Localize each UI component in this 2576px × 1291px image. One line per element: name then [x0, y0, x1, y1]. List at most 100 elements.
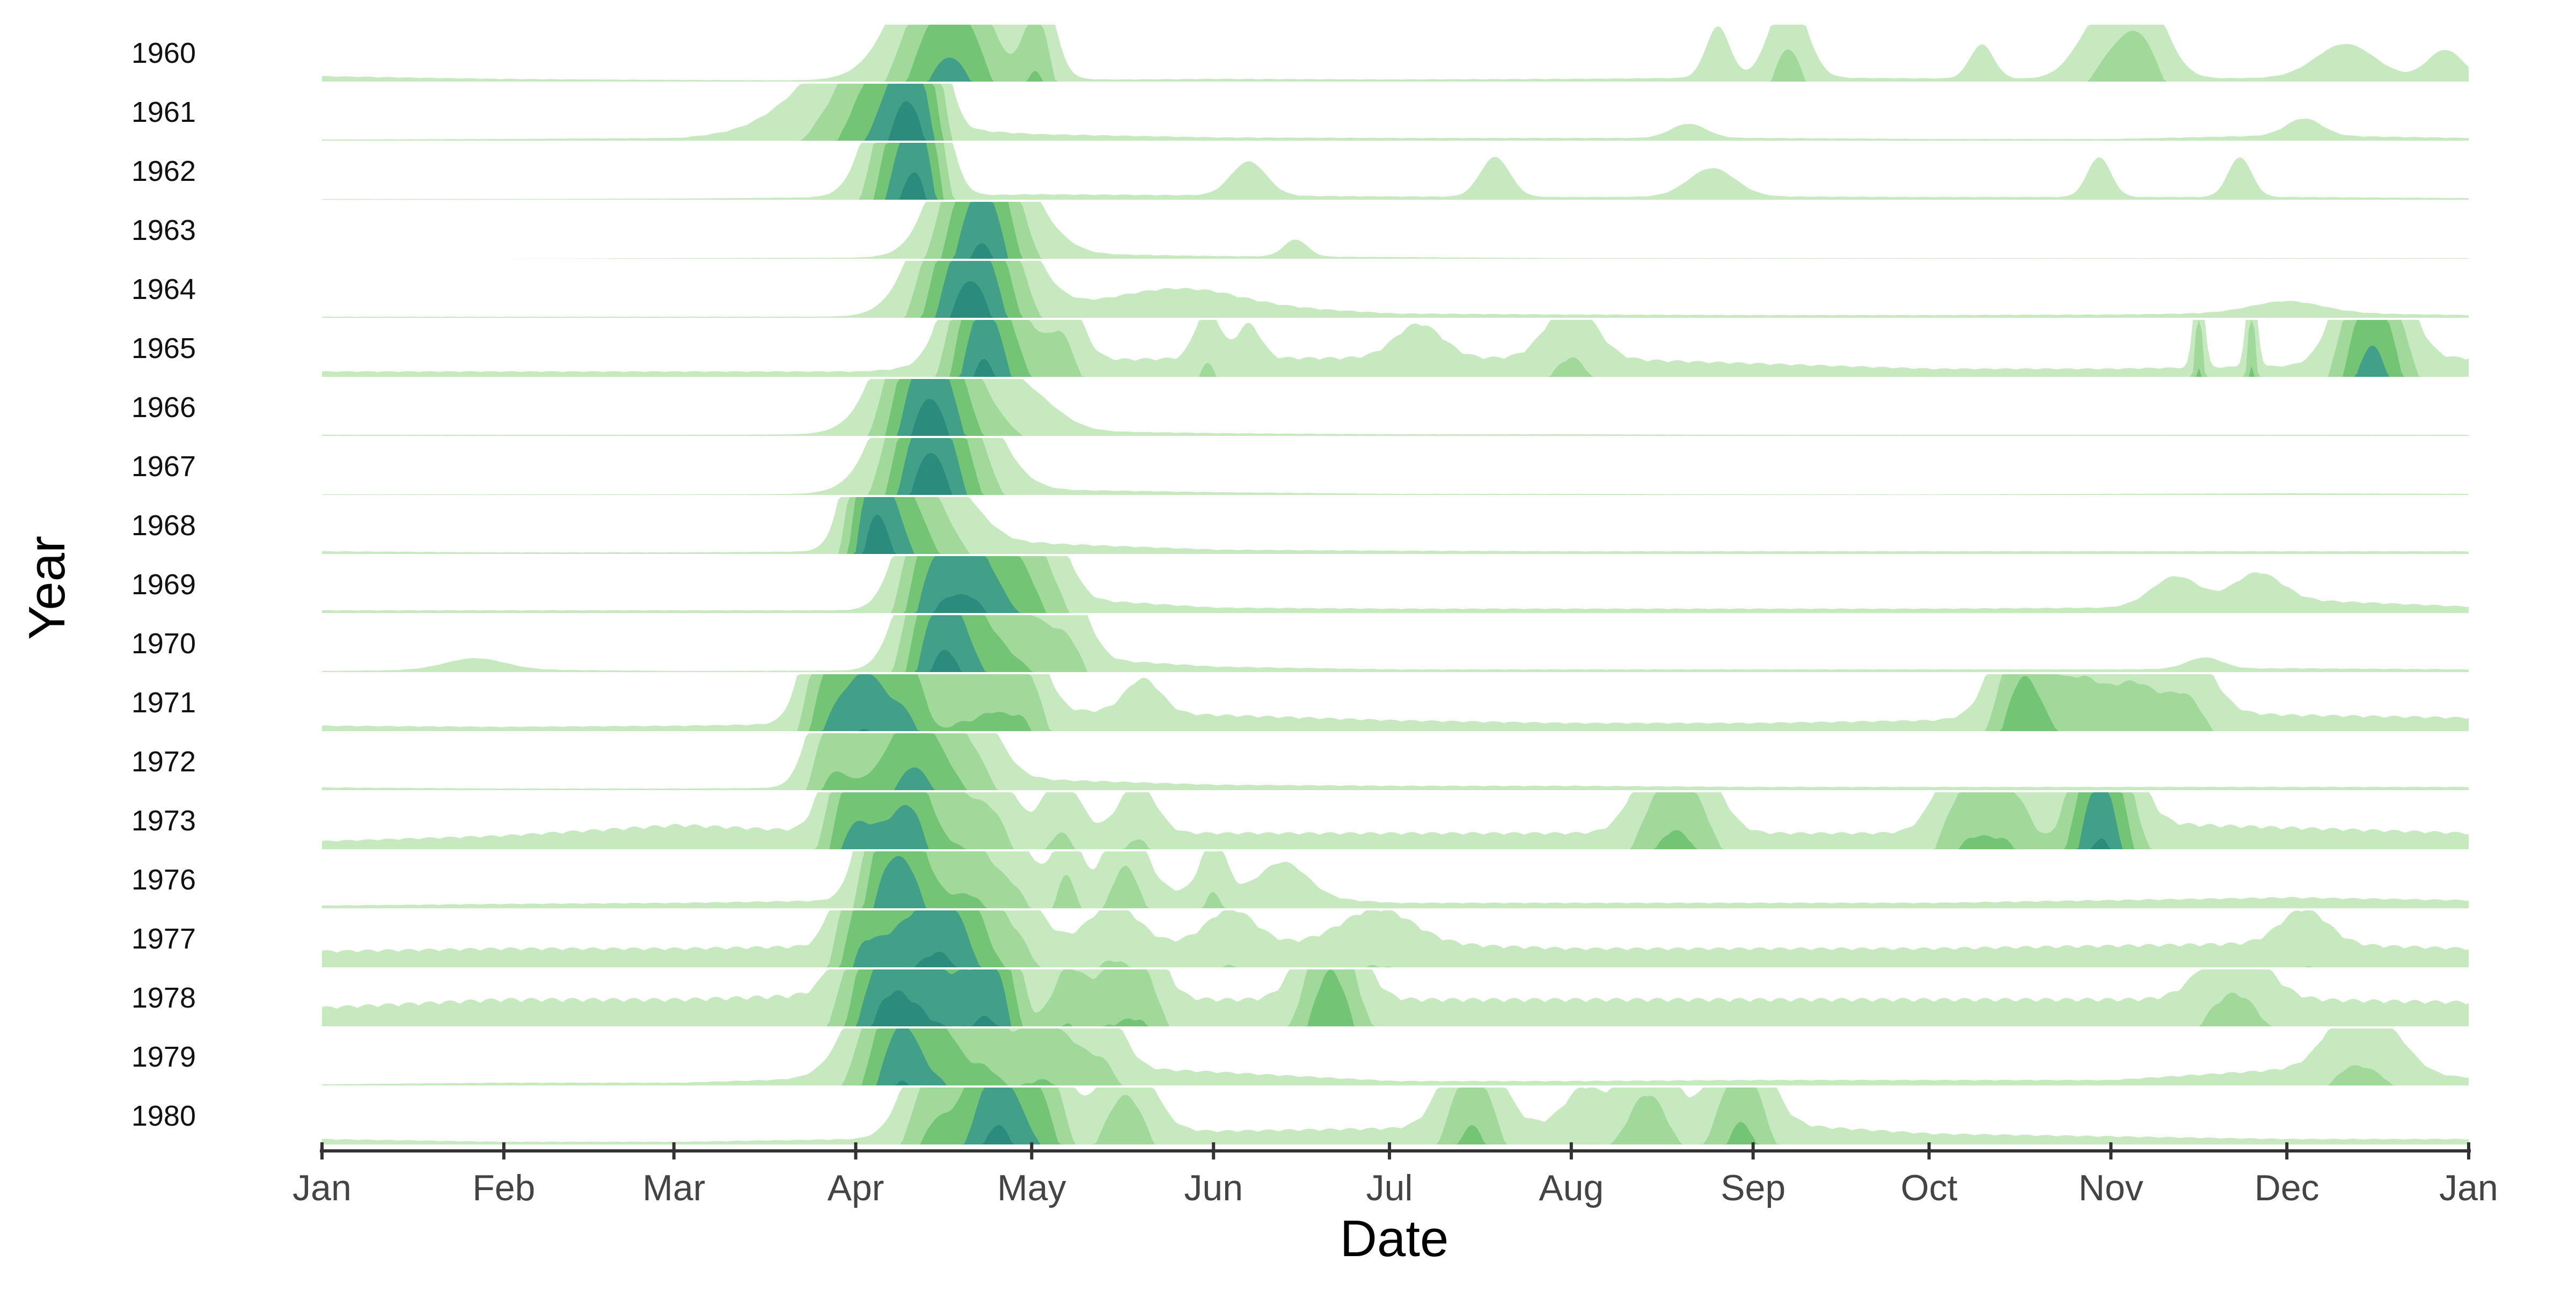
- horizon-band-1966-2: [322, 379, 2469, 436]
- horizon-band-1973-4: [322, 792, 2469, 849]
- x-tick-label: Jul: [1366, 1168, 1413, 1208]
- horizon-band-1961-2: [322, 84, 2469, 141]
- horizon-band-1979-3: [322, 1029, 2469, 1085]
- year-label: 1966: [131, 391, 196, 424]
- x-tick-label: Aug: [1539, 1168, 1604, 1208]
- horizon-band-1972-2: [322, 733, 2469, 790]
- horizon-band-1980-1: [322, 1088, 2469, 1144]
- x-axis-title: Date: [1340, 1210, 1449, 1267]
- horizon-row-1969: [322, 556, 2469, 613]
- horizon-band-1977-4: [322, 910, 2469, 967]
- horizon-row-1972: [322, 733, 2469, 790]
- horizon-row-1966: [322, 379, 2469, 436]
- year-label: 1980: [131, 1100, 196, 1132]
- year-label: 1979: [131, 1041, 196, 1073]
- horizon-band-1968-4: [322, 497, 2469, 554]
- horizon-band-1976-1: [322, 851, 2469, 908]
- horizon-row-1979: [322, 1029, 2469, 1085]
- horizon-band-1964-3: [322, 261, 2469, 318]
- horizon-band-1961-5: [322, 101, 2469, 141]
- x-tick-label: Apr: [828, 1168, 884, 1208]
- horizon-band-1970-1: [322, 615, 2469, 672]
- horizon-band-1967-2: [322, 438, 2469, 495]
- horizon-rows: [322, 25, 2469, 1144]
- year-label: 1968: [131, 509, 196, 542]
- horizon-row-1968: [322, 497, 2469, 554]
- horizon-row-1976: [322, 851, 2469, 908]
- horizon-band-1970-2: [322, 615, 2469, 672]
- horizon-band-1971-4: [322, 674, 2469, 731]
- horizon-band-1970-5: [322, 650, 2469, 672]
- year-label: 1978: [131, 982, 196, 1014]
- horizon-band-1966-5: [322, 398, 2469, 436]
- x-tick-label: Jan: [2439, 1168, 2498, 1208]
- x-tick-label: Oct: [1901, 1168, 1958, 1208]
- year-label: 1967: [131, 450, 196, 483]
- horizon-row-1960: [322, 25, 2469, 82]
- year-label: 1960: [131, 37, 196, 69]
- horizon-band-1966-3: [322, 379, 2469, 436]
- horizon-band-1976-2: [322, 851, 2469, 908]
- horizon-band-1968-1: [322, 497, 2469, 554]
- horizon-row-1977: [322, 910, 2469, 967]
- horizon-row-1970: [322, 615, 2469, 672]
- horizon-band-1962-3: [322, 143, 2469, 200]
- horizon-band-1961-4: [322, 84, 2469, 141]
- x-tick-label: Mar: [642, 1168, 705, 1208]
- horizon-band-1962-1: [322, 143, 2469, 200]
- horizon-band-1970-3: [322, 615, 2469, 672]
- horizon-band-1963-3: [322, 202, 2469, 259]
- horizon-band-1960-1: [322, 25, 2469, 82]
- horizon-band-1972-3: [322, 733, 2469, 790]
- horizon-band-1964-2: [322, 261, 2469, 318]
- x-tick-label: Feb: [472, 1168, 535, 1208]
- horizon-row-1971: [322, 674, 2469, 731]
- horizon-band-1967-1: [322, 438, 2469, 495]
- horizon-band-1968-3: [322, 497, 2469, 554]
- horizon-band-1967-4: [322, 438, 2469, 495]
- horizon-band-1970-4: [322, 615, 2469, 672]
- year-label: 1963: [131, 214, 196, 246]
- horizon-row-1967: [322, 438, 2469, 495]
- x-axis: Jan Feb Mar Apr May Jun Jul Aug Sep Oct Nov Dec Jan: [292, 1142, 2498, 1208]
- horizon-band-1979-1: [322, 1029, 2469, 1085]
- year-label: 1962: [131, 155, 196, 187]
- horizon-row-1964: [322, 261, 2469, 318]
- horizon-band-1966-4: [322, 379, 2469, 436]
- horizon-band-1961-3: [322, 84, 2469, 141]
- horizon-row-1978: [322, 969, 2469, 1026]
- horizon-band-1972-1: [322, 733, 2469, 790]
- x-tick-label: Nov: [2079, 1168, 2143, 1208]
- year-label: 1973: [131, 805, 196, 837]
- horizon-band-1968-2: [322, 497, 2469, 554]
- horizon-band-1963-2: [322, 202, 2469, 259]
- horizon-band-1967-5: [322, 453, 2469, 495]
- horizon-band-1963-1: [322, 202, 2469, 259]
- year-label: 1969: [131, 568, 196, 601]
- horizon-band-1979-2: [322, 1029, 2469, 1085]
- x-tick-label: Dec: [2255, 1168, 2319, 1208]
- y-axis-title: Year: [18, 536, 76, 640]
- horizon-band-1965-2: [322, 320, 2469, 377]
- horizon-band-1962-4: [322, 143, 2469, 200]
- year-label: 1965: [131, 332, 196, 364]
- horizon-band-1978-1: [322, 969, 2469, 1026]
- x-tick-label: Jan: [292, 1168, 352, 1208]
- year-label: 1971: [131, 687, 196, 719]
- horizon-band-1962-5: [322, 172, 2469, 200]
- x-tick-label: Sep: [1721, 1168, 1785, 1208]
- horizon-band-1977-1: [322, 910, 2469, 967]
- horizon-row-1963: [322, 202, 2469, 259]
- horizon-band-1964-4: [322, 261, 2469, 318]
- horizon-row-1965: [322, 320, 2469, 377]
- x-tick-label: Jun: [1184, 1168, 1243, 1208]
- year-label: 1970: [131, 628, 196, 660]
- horizon-band-1964-1: [322, 261, 2469, 318]
- horizon-row-1961: [322, 84, 2469, 141]
- year-label: 1977: [131, 923, 196, 955]
- year-labels: 1960 1961 1962 1963 1964 1965 1966 1967 1968 1969…: [131, 37, 196, 1132]
- horizon-band-1969-1: [322, 556, 2469, 613]
- horizon-band-1978-3: [322, 969, 2469, 1026]
